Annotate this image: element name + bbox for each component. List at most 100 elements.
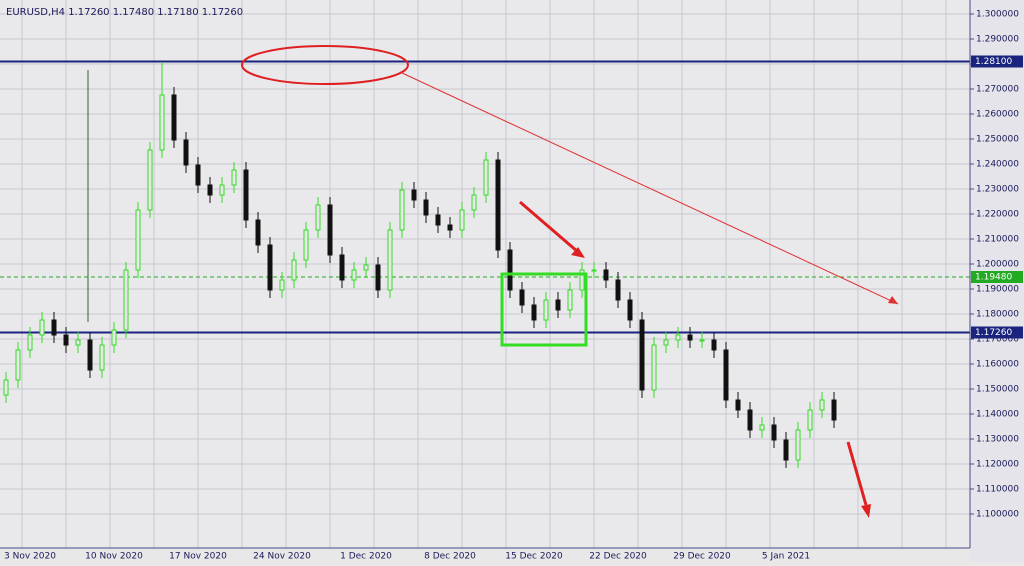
y-tick-label: 1.100000 xyxy=(976,510,1019,520)
candle-body xyxy=(159,94,165,151)
y-tick-label: 1.250000 xyxy=(976,135,1019,145)
x-tick-label: 8 Dec 2020 xyxy=(424,552,476,562)
x-tick-label: 22 Dec 2020 xyxy=(589,552,647,562)
grid-layer xyxy=(0,13,970,515)
y-tick-label: 1.130000 xyxy=(976,435,1019,445)
axis-layer: 1.3000001.2900001.2800001.2700001.260000… xyxy=(4,10,1023,562)
candle-body xyxy=(27,334,33,351)
candle-body xyxy=(315,204,321,231)
candle-body xyxy=(75,339,81,346)
y-tick-label: 1.230000 xyxy=(976,185,1019,195)
y-tick-label: 1.290000 xyxy=(976,35,1019,45)
x-tick-label: 17 Nov 2020 xyxy=(169,552,227,562)
y-tick-label: 1.110000 xyxy=(976,485,1019,495)
candle-body xyxy=(135,209,141,271)
candle-body xyxy=(483,159,489,196)
trend-arrow xyxy=(399,71,899,305)
candle-body xyxy=(3,379,9,396)
candle-body xyxy=(303,229,309,261)
candle-body xyxy=(711,339,717,351)
candle-body xyxy=(15,349,21,381)
candle-body xyxy=(747,409,753,431)
y-tick-label: 1.160000 xyxy=(976,360,1019,370)
price-label-box xyxy=(971,55,1023,68)
y-tick-label: 1.300000 xyxy=(976,10,1019,20)
candle-body xyxy=(147,149,153,211)
x-tick-label: 15 Dec 2020 xyxy=(505,552,563,562)
candle-body xyxy=(471,194,477,211)
candle-body xyxy=(387,229,393,291)
candle-body xyxy=(783,439,789,461)
candle-body xyxy=(819,399,825,411)
candle-body xyxy=(543,299,549,321)
candle-body xyxy=(495,159,501,251)
vertical-grid xyxy=(0,0,970,548)
candle-body xyxy=(699,339,705,342)
candle-body xyxy=(759,424,765,431)
candle-layer xyxy=(3,62,837,468)
candle-body xyxy=(519,289,525,306)
candle-body xyxy=(399,189,405,231)
candle-body xyxy=(639,319,645,391)
candle-body xyxy=(615,279,621,301)
candle-body xyxy=(39,319,45,336)
x-tick-label: 5 Jan 2021 xyxy=(762,552,810,562)
candle-body xyxy=(51,319,57,336)
y-tick-label: 1.270000 xyxy=(976,85,1019,95)
candle-body xyxy=(375,264,381,291)
price-label: 1.28100 xyxy=(975,57,1012,67)
candle-body xyxy=(363,264,369,271)
candle-body xyxy=(807,409,813,431)
y-tick-label: 1.200000 xyxy=(976,260,1019,270)
candle-body xyxy=(735,399,741,411)
candle-body xyxy=(99,344,105,371)
candle-body xyxy=(411,189,417,201)
y-tick-label: 1.170000 xyxy=(976,335,1019,345)
candle-body xyxy=(771,424,777,441)
candle-body xyxy=(555,299,561,311)
candle-body xyxy=(243,169,249,221)
y-tick-label: 1.210000 xyxy=(976,235,1019,245)
y-tick-label: 1.120000 xyxy=(976,460,1019,470)
candle-body xyxy=(603,269,609,281)
highlight-box xyxy=(500,272,588,347)
candle-body xyxy=(123,269,129,331)
arrow xyxy=(846,441,868,506)
candle-body xyxy=(447,224,453,231)
arrow-head xyxy=(861,504,871,518)
y-tick-label: 1.180000 xyxy=(976,310,1019,320)
price-label-box xyxy=(971,271,1023,283)
arrow xyxy=(519,200,579,254)
candle-body xyxy=(183,139,189,166)
candle-body xyxy=(351,269,357,281)
candle-body xyxy=(279,279,285,291)
candle-body xyxy=(171,94,177,141)
candle-body xyxy=(339,254,345,281)
candle-body xyxy=(459,209,465,231)
candle-body xyxy=(579,269,585,291)
candle-body xyxy=(531,304,537,321)
candle-body xyxy=(111,329,117,346)
candle-body xyxy=(87,339,93,371)
candle-body xyxy=(291,259,297,281)
candle-body xyxy=(723,349,729,401)
candle-body xyxy=(591,269,597,272)
candle-body xyxy=(195,164,201,186)
trend-arrow-head xyxy=(888,296,898,304)
candle-body xyxy=(663,339,669,346)
candle-body xyxy=(507,249,513,291)
price-label: 1.19480 xyxy=(975,273,1012,283)
y-tick-label: 1.260000 xyxy=(976,110,1019,120)
candle-body xyxy=(651,344,657,391)
x-tick-label: 24 Nov 2020 xyxy=(253,552,311,562)
highlight-ellipse xyxy=(241,45,409,85)
x-tick-label: 3 Nov 2020 xyxy=(4,552,56,562)
candle-body xyxy=(255,219,261,246)
arrow-head xyxy=(571,247,585,258)
chart-title: EURUSD,H4 1.17260 1.17480 1.17180 1.1726… xyxy=(6,7,243,18)
candle-body xyxy=(627,299,633,321)
candle-body xyxy=(423,199,429,216)
candle-body xyxy=(687,334,693,341)
candle-body xyxy=(267,244,273,291)
